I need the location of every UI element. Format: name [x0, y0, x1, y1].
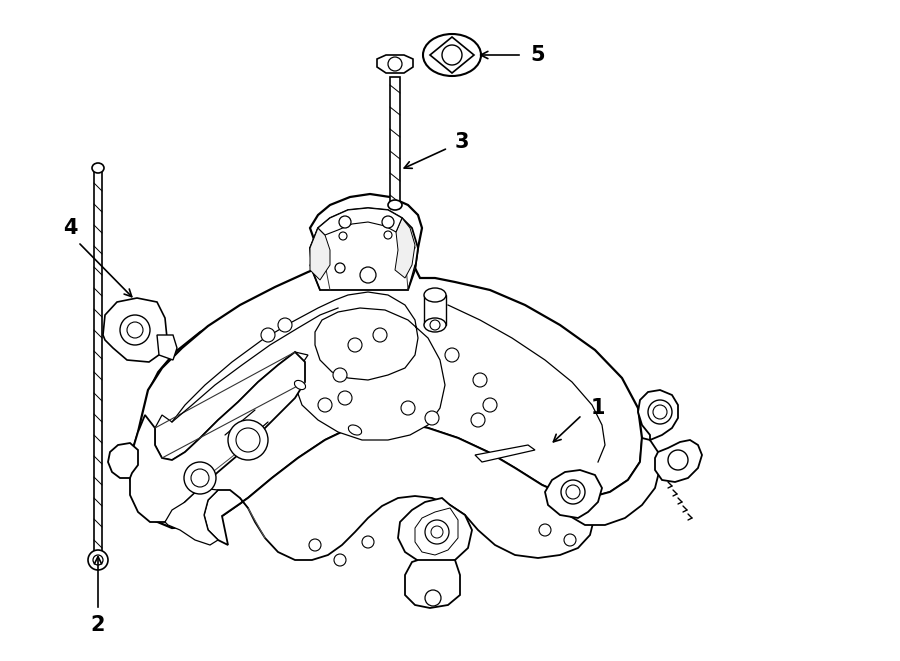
Circle shape [362, 536, 374, 548]
Polygon shape [130, 352, 305, 522]
Polygon shape [655, 440, 702, 482]
Circle shape [339, 216, 351, 228]
Circle shape [333, 368, 347, 382]
Circle shape [566, 485, 580, 499]
Text: 3: 3 [454, 132, 469, 152]
Polygon shape [143, 290, 335, 440]
Circle shape [348, 338, 362, 352]
Ellipse shape [424, 318, 446, 332]
Polygon shape [103, 298, 167, 362]
Circle shape [442, 45, 462, 65]
Ellipse shape [423, 34, 481, 76]
Circle shape [334, 554, 346, 566]
Circle shape [653, 405, 667, 419]
Circle shape [335, 263, 345, 273]
Circle shape [261, 328, 275, 342]
Polygon shape [204, 422, 595, 560]
Text: 2: 2 [91, 615, 105, 635]
Circle shape [539, 524, 551, 536]
Text: 1: 1 [590, 398, 605, 418]
Polygon shape [142, 282, 635, 518]
Polygon shape [545, 470, 602, 518]
Polygon shape [310, 208, 418, 290]
Circle shape [338, 391, 352, 405]
Circle shape [339, 232, 347, 240]
Circle shape [309, 539, 321, 551]
Polygon shape [155, 292, 445, 460]
Circle shape [483, 398, 497, 412]
Circle shape [473, 373, 487, 387]
Circle shape [388, 57, 402, 71]
Circle shape [191, 469, 209, 487]
Ellipse shape [92, 163, 104, 173]
Text: 5: 5 [531, 45, 545, 65]
Polygon shape [638, 390, 678, 440]
Polygon shape [165, 488, 218, 545]
Circle shape [278, 318, 292, 332]
Polygon shape [475, 445, 535, 462]
Polygon shape [405, 560, 460, 608]
Circle shape [445, 348, 459, 362]
Circle shape [236, 428, 260, 452]
Bar [94, 168, 102, 560]
Polygon shape [377, 55, 413, 73]
Circle shape [430, 320, 440, 330]
Text: 4: 4 [63, 218, 77, 238]
Circle shape [88, 550, 108, 570]
Ellipse shape [294, 381, 306, 389]
Circle shape [184, 462, 216, 494]
Circle shape [668, 450, 688, 470]
Polygon shape [130, 194, 642, 528]
Circle shape [360, 267, 376, 283]
Circle shape [431, 526, 443, 538]
Circle shape [127, 322, 143, 338]
Circle shape [93, 555, 103, 565]
Circle shape [373, 328, 387, 342]
Circle shape [648, 400, 672, 424]
Ellipse shape [388, 200, 402, 210]
Polygon shape [560, 438, 660, 525]
Polygon shape [415, 508, 458, 555]
Ellipse shape [424, 288, 446, 302]
Circle shape [228, 420, 268, 460]
Circle shape [564, 534, 576, 546]
Polygon shape [398, 498, 472, 565]
Ellipse shape [348, 425, 362, 435]
Polygon shape [395, 218, 415, 278]
Circle shape [318, 398, 332, 412]
Circle shape [401, 401, 415, 415]
Circle shape [384, 231, 392, 239]
Polygon shape [157, 335, 177, 360]
Circle shape [382, 216, 394, 228]
Circle shape [120, 315, 150, 345]
Polygon shape [310, 228, 330, 280]
Polygon shape [318, 208, 402, 235]
Polygon shape [108, 443, 138, 478]
Circle shape [425, 520, 449, 544]
Polygon shape [430, 37, 474, 73]
Circle shape [425, 411, 439, 425]
Bar [390, 77, 400, 205]
Circle shape [471, 413, 485, 427]
Circle shape [561, 480, 585, 504]
Circle shape [425, 590, 441, 606]
Polygon shape [424, 295, 446, 325]
